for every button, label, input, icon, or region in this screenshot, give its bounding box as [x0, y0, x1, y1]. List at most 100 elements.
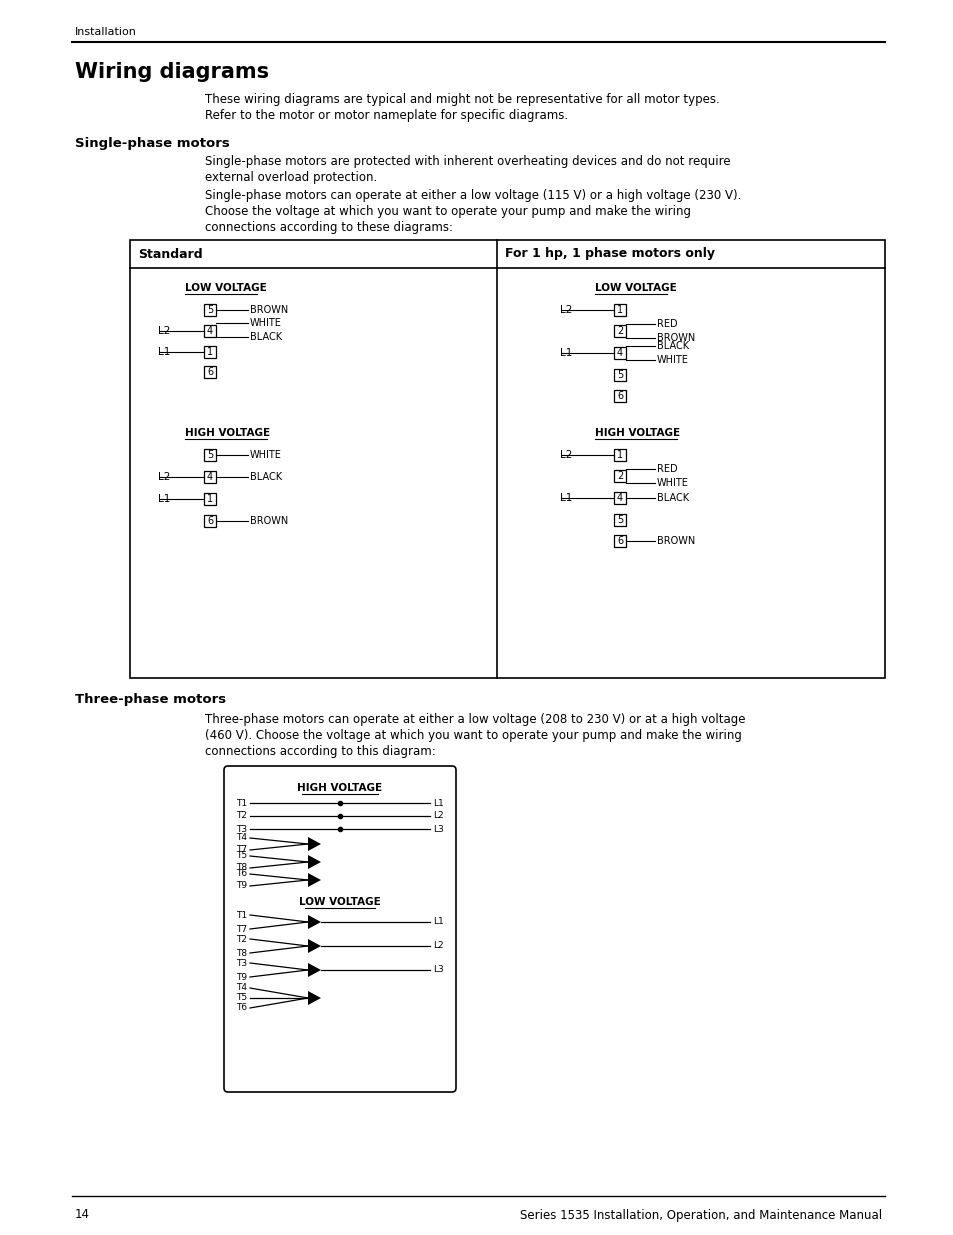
- Bar: [614, 347, 625, 359]
- Text: WHITE: WHITE: [250, 450, 281, 459]
- Text: T9: T9: [235, 972, 247, 982]
- Text: T7: T7: [235, 925, 247, 934]
- Text: 4: 4: [617, 348, 622, 358]
- Text: L1: L1: [158, 494, 171, 504]
- Bar: [204, 325, 215, 337]
- Bar: [204, 346, 215, 358]
- Text: T2: T2: [235, 811, 247, 820]
- Text: Single-phase motors are protected with inherent overheating devices and do not r: Single-phase motors are protected with i…: [205, 156, 730, 168]
- Text: LOW VOLTAGE: LOW VOLTAGE: [595, 283, 676, 293]
- Text: T8: T8: [235, 863, 247, 872]
- Text: T6: T6: [235, 1004, 247, 1013]
- Text: T8: T8: [235, 948, 247, 957]
- Bar: [614, 390, 625, 403]
- Text: L1: L1: [433, 918, 443, 926]
- Text: L3: L3: [433, 825, 443, 834]
- Text: Wiring diagrams: Wiring diagrams: [75, 62, 269, 82]
- Text: 1: 1: [207, 494, 213, 504]
- Text: 5: 5: [617, 515, 622, 525]
- Bar: [614, 535, 625, 547]
- Text: 1: 1: [207, 347, 213, 357]
- Text: T3: T3: [235, 958, 247, 967]
- Text: BLACK: BLACK: [250, 472, 282, 482]
- Bar: [130, 240, 884, 678]
- Text: HIGH VOLTAGE: HIGH VOLTAGE: [595, 429, 679, 438]
- Text: 6: 6: [207, 516, 213, 526]
- Text: Choose the voltage at which you want to operate your pump and make the wiring: Choose the voltage at which you want to …: [205, 205, 690, 219]
- Text: T7: T7: [235, 846, 247, 855]
- Text: 1: 1: [617, 305, 622, 315]
- Text: L1: L1: [158, 347, 171, 357]
- Text: For 1 hp, 1 phase motors only: For 1 hp, 1 phase motors only: [504, 247, 714, 261]
- Text: BROWN: BROWN: [657, 536, 695, 546]
- Bar: [204, 493, 215, 505]
- Text: connections according to these diagrams:: connections according to these diagrams:: [205, 221, 453, 235]
- Bar: [204, 304, 215, 316]
- Text: Series 1535 Installation, Operation, and Maintenance Manual: Series 1535 Installation, Operation, and…: [519, 1209, 882, 1221]
- Text: L1: L1: [559, 493, 572, 503]
- Text: connections according to this diagram:: connections according to this diagram:: [205, 746, 436, 758]
- Text: 6: 6: [617, 536, 622, 546]
- Text: 2: 2: [617, 471, 622, 480]
- Text: BROWN: BROWN: [250, 516, 288, 526]
- Polygon shape: [308, 939, 320, 953]
- Text: T3: T3: [235, 825, 247, 834]
- Text: Single-phase motors can operate at either a low voltage (115 V) or a high voltag: Single-phase motors can operate at eithe…: [205, 189, 740, 203]
- Bar: [614, 492, 625, 504]
- Text: 5: 5: [207, 305, 213, 315]
- Text: Installation: Installation: [75, 27, 136, 37]
- Text: 1: 1: [617, 450, 622, 459]
- Text: WHITE: WHITE: [657, 354, 688, 366]
- Polygon shape: [308, 915, 320, 929]
- Text: 14: 14: [75, 1209, 90, 1221]
- Text: L2: L2: [433, 811, 443, 820]
- Text: T1: T1: [235, 799, 247, 808]
- Text: L2: L2: [158, 472, 171, 482]
- Polygon shape: [308, 990, 320, 1005]
- Text: LOW VOLTAGE: LOW VOLTAGE: [299, 897, 380, 906]
- Text: BROWN: BROWN: [250, 305, 288, 315]
- Text: L2: L2: [559, 450, 572, 459]
- Polygon shape: [308, 963, 320, 977]
- Text: external overload protection.: external overload protection.: [205, 172, 376, 184]
- Text: Single-phase motors: Single-phase motors: [75, 137, 230, 149]
- Text: 5: 5: [617, 370, 622, 380]
- Text: 2: 2: [617, 326, 622, 336]
- Text: RED: RED: [657, 319, 677, 329]
- FancyBboxPatch shape: [224, 766, 456, 1092]
- Text: Three-phase motors: Three-phase motors: [75, 694, 226, 706]
- Text: 4: 4: [207, 472, 213, 482]
- Text: T6: T6: [235, 869, 247, 878]
- Bar: [614, 471, 625, 482]
- Polygon shape: [308, 837, 320, 851]
- Text: T1: T1: [235, 910, 247, 920]
- Text: T5: T5: [235, 993, 247, 1003]
- Text: 4: 4: [617, 493, 622, 503]
- Text: L2: L2: [433, 941, 443, 951]
- Text: These wiring diagrams are typical and might not be representative for all motor : These wiring diagrams are typical and mi…: [205, 94, 719, 106]
- Text: 6: 6: [617, 391, 622, 401]
- Bar: [614, 325, 625, 337]
- Text: Three-phase motors can operate at either a low voltage (208 to 230 V) or at a hi: Three-phase motors can operate at either…: [205, 714, 744, 726]
- Text: 4: 4: [207, 326, 213, 336]
- Text: BLACK: BLACK: [657, 493, 688, 503]
- Text: T4: T4: [235, 983, 247, 993]
- Text: BLACK: BLACK: [657, 341, 688, 351]
- Text: T4: T4: [235, 834, 247, 842]
- Text: 6: 6: [207, 367, 213, 377]
- Text: L3: L3: [433, 966, 443, 974]
- Text: WHITE: WHITE: [250, 317, 281, 329]
- Text: Standard: Standard: [138, 247, 202, 261]
- Text: 5: 5: [207, 450, 213, 459]
- Bar: [614, 369, 625, 382]
- Text: BLACK: BLACK: [250, 332, 282, 342]
- Text: L2: L2: [559, 305, 572, 315]
- Text: L2: L2: [158, 326, 171, 336]
- Bar: [204, 471, 215, 483]
- Polygon shape: [308, 855, 320, 869]
- Text: T2: T2: [235, 935, 247, 944]
- Bar: [614, 514, 625, 526]
- Text: LOW VOLTAGE: LOW VOLTAGE: [185, 283, 267, 293]
- Text: HIGH VOLTAGE: HIGH VOLTAGE: [297, 783, 382, 793]
- Text: L1: L1: [559, 348, 572, 358]
